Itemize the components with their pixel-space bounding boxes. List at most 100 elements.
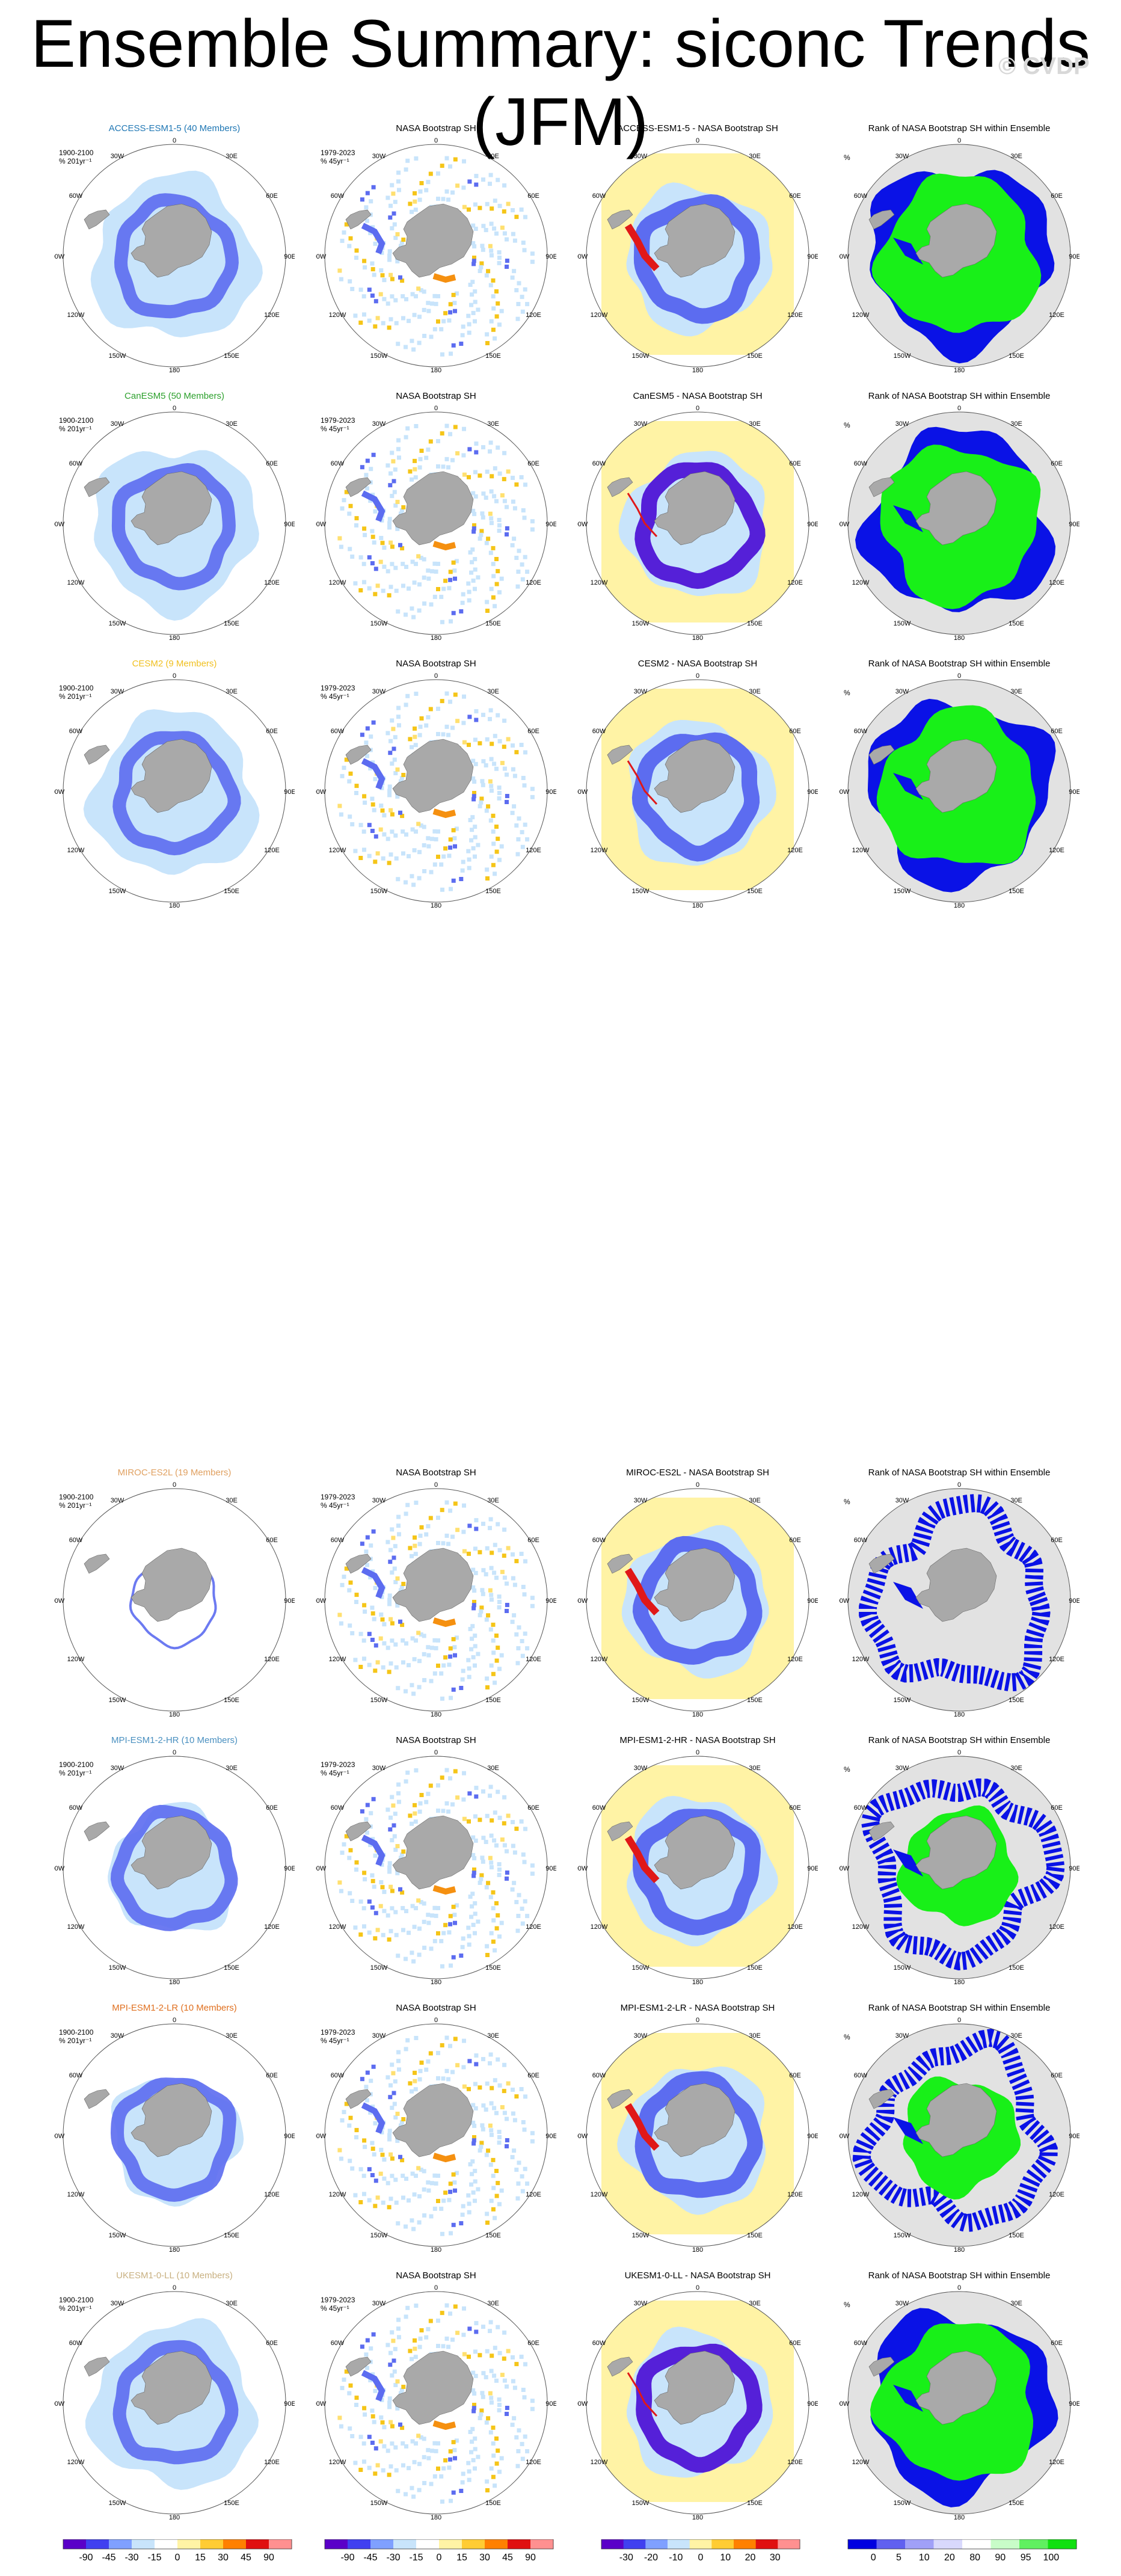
lon-label-e: 90E <box>284 521 295 528</box>
lon-label-w2: 120W <box>591 1656 608 1663</box>
colorbar-tick-label: -90 <box>79 2553 93 2563</box>
lon-label-w: 90W <box>316 2400 327 2408</box>
lon-label-e1: 60E <box>1051 2072 1063 2079</box>
lon-label-w1: 60W <box>69 728 83 735</box>
map-panel-rank: Rank of NASA Bootstrap SH within Ensembl… <box>839 123 1080 382</box>
lon-label-w1: 60W <box>69 2340 83 2347</box>
lon-label-w: 90W <box>839 2400 850 2408</box>
lon-label-ne: 30E <box>487 1497 499 1504</box>
lon-label-se: 150E <box>747 2500 763 2507</box>
lon-label-w1: 60W <box>854 1804 868 1812</box>
colorbar-tick-label: -45 <box>363 2553 377 2563</box>
rank-unit-label: % <box>844 689 850 697</box>
difference-title: CESM2 - NASA Bootstrap SH <box>637 659 758 669</box>
colorbar-obs-trend: -90 -45 -30 -15 0 15 30 45 90 <box>324 2539 554 2563</box>
lon-label-e1: 60E <box>1051 1804 1063 1812</box>
map-panel-rank: Rank of NASA Bootstrap SH within Ensembl… <box>839 2003 1080 2261</box>
lon-label-s: 180 <box>692 1979 703 1986</box>
lon-label-w2: 120W <box>67 1923 85 1931</box>
map-panel-rank: Rank of NASA Bootstrap SH within Ensembl… <box>839 391 1080 650</box>
map-panel-diff: MIROC-ES2L - NASA Bootstrap SH 0 30E 60E 90E… <box>577 1468 818 1726</box>
lon-label-w2: 120W <box>591 2459 608 2466</box>
lon-label-ne: 30E <box>749 688 761 695</box>
lon-label-e2: 120E <box>787 1656 803 1663</box>
map-panel-rank: Rank of NASA Bootstrap SH within Ensembl… <box>839 1735 1080 1994</box>
lon-label-w2: 120W <box>67 847 85 854</box>
lon-label-nw: 30W <box>111 153 124 160</box>
colorbar-tick-label: 20 <box>944 2553 955 2563</box>
south-polar-map: 0 30E 60E 90E 120E 150E 180 150W 120W 90W 60W 30W <box>316 1749 556 1986</box>
difference-title: MPI-ESM1-2-HR - NASA Bootstrap SH <box>619 1735 776 1745</box>
south-polar-map: 0 30E 60E 90E 120E 150E 180 150W 120W 90W 60W 30W <box>54 2284 295 2521</box>
colorbar-tick-label: 45 <box>241 2553 251 2563</box>
lon-label-nw: 30W <box>634 153 648 160</box>
colorbar-swatch <box>223 2539 247 2549</box>
lon-label-nw: 30W <box>111 688 124 695</box>
colorbar-swatch <box>623 2539 646 2549</box>
lon-label-w1: 60W <box>854 192 868 200</box>
lon-label-ne: 30E <box>487 2300 499 2307</box>
trend-period-label: 1979-2023 % 45yr⁻¹ <box>321 416 355 433</box>
colorbar-swatch <box>63 2539 87 2549</box>
lon-label-w2: 120W <box>591 312 608 319</box>
lon-label-ne: 30E <box>1010 1765 1022 1772</box>
lon-label-sw: 150W <box>894 1697 911 1704</box>
rank-unit-label: % <box>844 2301 850 2309</box>
lon-label-w1: 60W <box>592 1804 606 1812</box>
lon-label-e: 90E <box>807 2400 818 2408</box>
lon-label-sw: 150W <box>109 352 126 360</box>
lon-label-w1: 60W <box>854 2072 868 2079</box>
lon-label-ne: 30E <box>749 1765 761 1772</box>
lon-label-w1: 60W <box>331 460 345 467</box>
lon-label-sw: 150W <box>109 1697 126 1704</box>
colorbar-swatch <box>530 2539 554 2549</box>
lon-label-e2: 120E <box>526 312 541 319</box>
lon-label-w1: 60W <box>592 1537 606 1544</box>
lon-label-s: 180 <box>954 2246 965 2254</box>
trend-period-label: 1979-2023 % 45yr⁻¹ <box>321 1760 355 1777</box>
colorbar-swatch <box>1048 2539 1077 2549</box>
lon-label-e1: 60E <box>1051 192 1063 200</box>
lon-label-w: 90W <box>316 2133 327 2140</box>
rank-title: Rank of NASA Bootstrap SH within Ensembl… <box>868 659 1051 669</box>
lon-label-w1: 60W <box>592 2072 606 2079</box>
lon-label-n: 0 <box>696 672 699 680</box>
lon-label-w: 90W <box>54 253 65 260</box>
colorbar-tick-label: 45 <box>502 2553 513 2563</box>
south-polar-map: 0 30E 60E 90E 120E 150E 180 150W 120W 90W 60W 30W <box>839 137 1080 374</box>
south-polar-map: 0 30E 60E 90E 120E 150E 180 150W 120W 90W 60W 30W <box>577 2017 818 2254</box>
map-panel-obs: NASA Bootstrap SH 1979-2023 % 45yr⁻¹ 0 30E 6… <box>316 123 556 382</box>
lon-label-w: 90W <box>577 253 588 260</box>
lon-label-w1: 60W <box>69 2072 83 2079</box>
lon-label-nw: 30W <box>372 1765 386 1772</box>
model-title: MPI-ESM1-2-HR (10 Members) <box>111 1735 238 1745</box>
lon-label-se: 150E <box>1009 2500 1024 2507</box>
colorbar-swatch <box>508 2539 531 2549</box>
lon-label-e2: 120E <box>526 847 541 854</box>
lon-label-e2: 120E <box>264 1656 280 1663</box>
lon-label-s: 180 <box>954 902 965 909</box>
trend-period-label: 1979-2023 % 45yr⁻¹ <box>321 1493 355 1510</box>
map-panel-diff: CanESM5 - NASA Bootstrap SH 0 30E 60E 90E 120… <box>577 391 818 650</box>
colorbar-tick-label: -15 <box>147 2553 161 2563</box>
colorbar-tick-label: -30 <box>619 2553 633 2563</box>
lon-label-nw: 30W <box>111 420 124 428</box>
lon-label-w1: 60W <box>592 2340 606 2347</box>
colorbar-tick-label: -45 <box>102 2553 115 2563</box>
lon-label-nw: 30W <box>634 688 648 695</box>
lon-label-se: 150E <box>747 1964 763 1972</box>
lon-label-e1: 60E <box>266 1804 278 1812</box>
lon-label-sw: 150W <box>632 620 650 627</box>
rank-unit-label: % <box>844 1765 850 1774</box>
lon-label-e: 90E <box>545 1865 556 1872</box>
lon-label-e1: 60E <box>789 1804 801 1812</box>
colorbar-swatch <box>778 2539 800 2549</box>
lon-label-ne: 30E <box>1010 153 1022 160</box>
lon-label-nw: 30W <box>372 153 386 160</box>
colorbar-swatch <box>876 2539 906 2549</box>
lon-label-ne: 30E <box>226 688 238 695</box>
lon-label-w: 90W <box>316 1597 327 1605</box>
lon-label-e2: 120E <box>264 2459 280 2466</box>
lon-label-se: 150E <box>485 620 501 627</box>
map-panel-model: MPI-ESM1-2-HR (10 Members) 1900-2100 % 20… <box>54 1735 295 1994</box>
